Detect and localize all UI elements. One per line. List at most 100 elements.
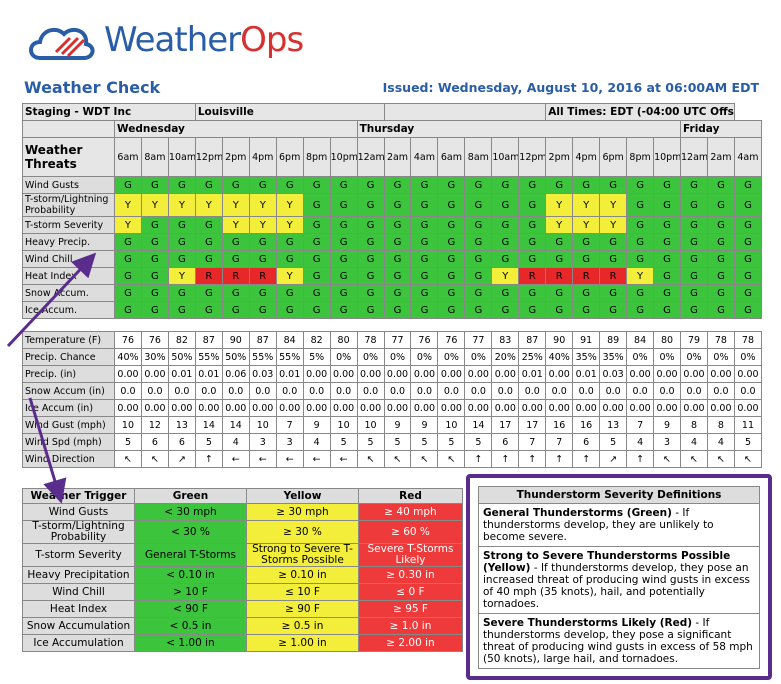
- time: 10am: [491, 137, 520, 177]
- threat-level: G: [653, 216, 682, 234]
- measure-value: 0.00: [545, 399, 574, 417]
- measure-value: 87: [248, 331, 277, 349]
- threat-level: G: [653, 301, 682, 319]
- threat-level: Y: [545, 193, 574, 217]
- threat-level: G: [491, 193, 520, 217]
- threat-level: G: [733, 250, 763, 268]
- measure-value: 0%: [383, 348, 412, 366]
- measure-name: Wind Gust (mph): [22, 416, 115, 434]
- measure-value: 0.00: [626, 365, 655, 383]
- threat-level: G: [464, 267, 493, 285]
- time: 4am: [410, 137, 439, 177]
- trigger-row: T-storm Severity General T-Storms Strong t…: [22, 543, 463, 567]
- time: 2am: [706, 137, 735, 177]
- threat-level: G: [680, 267, 708, 285]
- measure-value: 0.00: [626, 399, 655, 417]
- threat-level: Y: [167, 193, 196, 217]
- threat-level: R: [221, 267, 250, 285]
- measure-value: 0.0: [733, 382, 763, 400]
- threat-row: T-storm Severity Y G G G Y Y Y G G G G G G G G G Y Y Y G G G G G: [22, 216, 763, 234]
- measure-value: 6: [491, 433, 520, 451]
- threat-level: G: [437, 284, 466, 302]
- measure-value: 0.00: [329, 365, 358, 383]
- measure-value: ↑: [572, 450, 601, 468]
- measure-value: 10: [248, 416, 277, 434]
- trigger-threshold: ≥ 0.30 in: [358, 566, 463, 584]
- measure-value: 77: [383, 331, 412, 349]
- day-row: Wednesday Thursday Friday: [22, 120, 762, 138]
- spacer-row: [22, 318, 762, 332]
- time: 8am: [464, 137, 493, 177]
- measure-value: 90: [221, 331, 250, 349]
- measure-row: Wind Spd (mph) 5 6 6 5 4 3 3 4 5 5 5 5 5 5 6 7 7 6 5 4 3 4 4 5: [22, 433, 763, 451]
- threat-name: T-storm/Lightning Probability: [22, 193, 115, 217]
- threat-level: G: [356, 176, 385, 194]
- measure-value: 10: [356, 416, 385, 434]
- threat-level: G: [680, 301, 708, 319]
- measure-value: 7: [626, 416, 655, 434]
- header-row: Staging - WDT Inc Louisville All Times: ED…: [22, 103, 762, 121]
- threat-level: Y: [221, 216, 250, 234]
- trigger-threshold: ≥ 30 %: [246, 520, 359, 544]
- threat-level: G: [545, 233, 574, 251]
- trigger-row: Wind Chill > 10 F ≤ 10 F ≤ 0 F: [22, 583, 463, 601]
- measure-value: ↑: [626, 450, 655, 468]
- trigger-name: Heavy Precipitation: [22, 566, 135, 584]
- threat-level: G: [356, 267, 385, 285]
- threat-level: G: [248, 284, 277, 302]
- threat-level: G: [733, 267, 763, 285]
- threat-level: G: [383, 301, 412, 319]
- threat-level: G: [356, 284, 385, 302]
- threat-level: G: [437, 250, 466, 268]
- day: Wednesday: [114, 120, 358, 138]
- measure-value: 40%: [114, 348, 142, 366]
- threat-level: G: [383, 216, 412, 234]
- threat-level: G: [410, 216, 439, 234]
- threat-level: G: [329, 267, 358, 285]
- measure-value: 6: [167, 433, 196, 451]
- threat-level: G: [706, 267, 735, 285]
- threat-level: G: [653, 267, 682, 285]
- threat-level: G: [518, 250, 547, 268]
- time: 12pm: [194, 137, 223, 177]
- threat-level: Y: [248, 193, 277, 217]
- threat-name: Wind Gusts: [22, 176, 115, 194]
- trigger-heading: Green: [134, 488, 247, 504]
- measure-value: 80: [653, 331, 682, 349]
- time: 4am: [733, 137, 763, 177]
- threat-level: G: [706, 233, 735, 251]
- measure-value: ↖: [706, 450, 735, 468]
- threat-level: R: [248, 267, 277, 285]
- measure-value: ↖: [140, 450, 169, 468]
- threat-level: G: [194, 301, 223, 319]
- threat-level: G: [329, 250, 358, 268]
- threat-level: G: [329, 216, 358, 234]
- threat-level: G: [248, 250, 277, 268]
- threat-level: G: [464, 284, 493, 302]
- measure-value: 0.0: [114, 382, 142, 400]
- time: 2pm: [221, 137, 250, 177]
- threat-level: G: [302, 284, 331, 302]
- threat-level: G: [329, 176, 358, 194]
- measure-row: Wind Direction ↖ ↖ ↗ ↑ ← ← ← ← ← ↖ ↖ ↖ ↖ ↑ ↑ ↑ ↑ ↑ ↗ ↑ ↖ ↖ ↖ ↖: [22, 450, 763, 468]
- threat-level: G: [733, 216, 763, 234]
- measure-value: 0%: [706, 348, 735, 366]
- trigger-threshold: ≥ 95 F: [358, 600, 463, 618]
- measure-value: 0.0: [383, 382, 412, 400]
- measure-value: 0.0: [356, 382, 385, 400]
- threat-level: Y: [545, 216, 574, 234]
- threat-row: T-storm/Lightning Probability Y Y Y Y Y Y Y G G G G…: [22, 193, 763, 217]
- threat-level: G: [356, 250, 385, 268]
- location: Louisville: [194, 103, 385, 121]
- threat-level: G: [437, 233, 466, 251]
- trigger-threshold: ≥ 40 mph: [358, 503, 463, 521]
- threat-level: G: [410, 176, 439, 194]
- threat-level: G: [140, 216, 169, 234]
- issued: Issued: Wednesday, August 10, 2016 at 06…: [382, 80, 759, 95]
- measure-value: 82: [302, 331, 331, 349]
- threat-level: G: [706, 250, 735, 268]
- measure-value: 0.00: [491, 399, 520, 417]
- threat-name: Heavy Precip.: [22, 233, 115, 251]
- trigger-threshold: < 0.10 in: [134, 566, 247, 584]
- threat-level: G: [329, 193, 358, 217]
